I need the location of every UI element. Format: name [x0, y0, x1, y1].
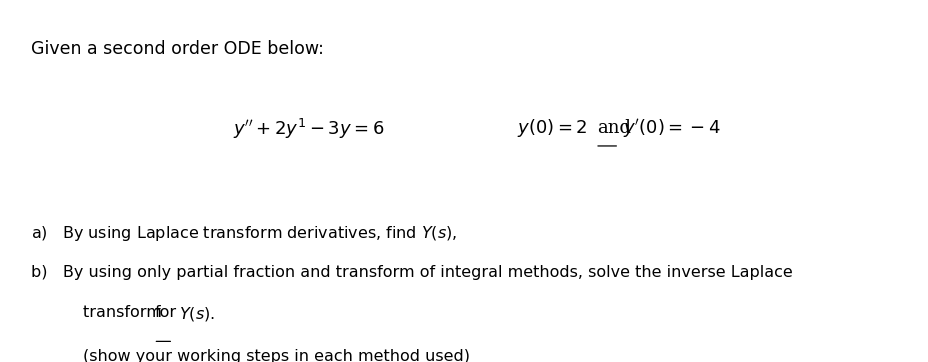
Text: b)   By using only partial fraction and transform of integral methods, solve the: b) By using only partial fraction and tr… [32, 265, 793, 280]
Text: $y(0)=2$: $y(0)=2$ [516, 118, 586, 139]
Text: and: and [596, 119, 630, 138]
Text: Given a second order ODE below:: Given a second order ODE below: [32, 39, 324, 58]
Text: $y'(0)=-4$: $y'(0)=-4$ [622, 117, 720, 140]
Text: a)   By using Laplace transform derivatives, find $Y(s)$,: a) By using Laplace transform derivative… [32, 224, 458, 243]
Text: for: for [154, 305, 176, 320]
Text: $y''+2y^{1}-3y=6$: $y''+2y^{1}-3y=6$ [233, 117, 384, 140]
Text: (show your working steps in each method used): (show your working steps in each method … [83, 349, 470, 362]
Text: $Y(s)$.: $Y(s)$. [174, 305, 215, 323]
Text: transform: transform [83, 305, 167, 320]
